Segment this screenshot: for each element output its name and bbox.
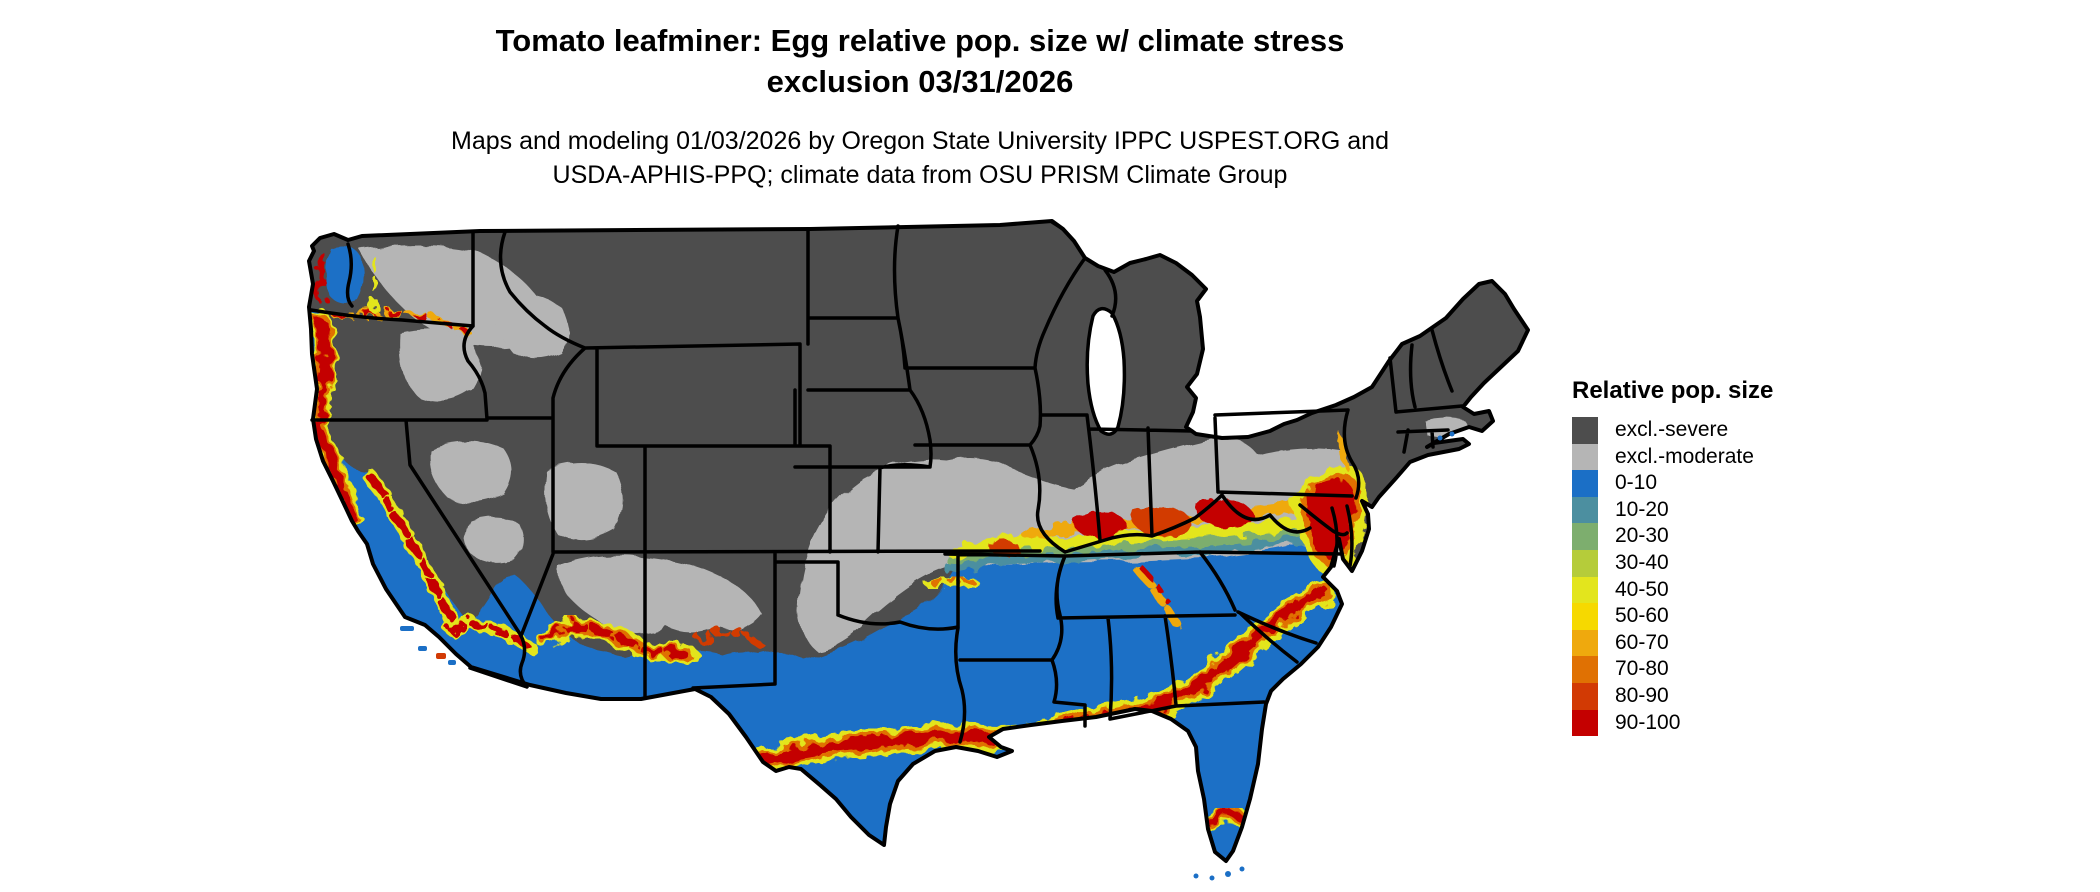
legend-label: 80-90 [1615,683,1669,707]
legend-item: 30-40 [1572,549,1872,577]
legend-swatch [1572,470,1598,497]
band-arizona-new-mexico [535,617,768,667]
legend-item: 50-60 [1572,603,1872,630]
legend-label: excl.-moderate [1615,444,1754,468]
page-title: Tomato leafminer: Egg relative pop. size… [170,20,1670,102]
legend-title: Relative pop. size [1572,377,1774,404]
state-borders [309,220,1464,744]
legend-item: 90-100 [1572,709,1872,737]
legend-swatch [1572,603,1598,630]
legend-item: 20-30 [1572,523,1872,550]
legend-label: 40-50 [1615,577,1669,601]
legend-item: 0-10 [1572,470,1872,497]
subtitle-line-1: Maps and modeling 01/03/2026 by Oregon S… [451,127,1389,155]
legend-label: 30-40 [1615,550,1669,574]
page-subtitle: Maps and modeling 01/03/2026 by Oregon S… [170,124,1670,192]
subtitle-line-2: USDA-APHIS-PPQ; climate data from OSU PR… [552,161,1288,189]
legend-item: excl.-severe [1572,417,1872,444]
legend-item: 60-70 [1572,629,1872,657]
legend-swatch [1572,523,1598,550]
legend-swatch [1572,496,1598,524]
legend-item: 80-90 [1572,682,1872,710]
legend: Relative pop. size excl.-severe excl.-mod… [1572,377,1872,737]
legend-item: 10-20 [1572,496,1872,524]
legend-label: 60-70 [1615,630,1669,654]
title-line-2: exclusion 03/31/2026 [766,64,1074,99]
lake-michigan [1085,306,1127,436]
legend-label: 90-100 [1615,710,1681,734]
legend-swatch [1572,576,1598,604]
us-map [300,195,1565,892]
legend-swatch [1572,443,1598,471]
legend-swatch [1572,549,1598,577]
legend-label: excl.-severe [1615,418,1729,441]
legend-item: 70-80 [1572,656,1872,683]
legend-swatch [1572,417,1598,444]
legend-label: 20-30 [1615,524,1669,548]
legend-swatch [1572,629,1598,657]
legend-swatch [1572,709,1598,737]
legend-item: excl.-moderate [1572,443,1872,471]
legend-swatch [1572,656,1598,683]
legend-label: 50-60 [1615,604,1669,628]
title-line-1: Tomato leafminer: Egg relative pop. size… [495,23,1345,58]
legend-label: 0-10 [1615,471,1658,495]
legend-items: excl.-severe excl.-moderate 0-10 10-20 20-30… [1572,417,1872,737]
legend-swatch [1572,682,1598,710]
islands-and-keys [400,431,1455,881]
legend-label: 70-80 [1615,657,1669,681]
legend-label: 10-20 [1615,497,1669,521]
legend-item: 40-50 [1572,576,1872,604]
band-ozarks [927,576,979,591]
